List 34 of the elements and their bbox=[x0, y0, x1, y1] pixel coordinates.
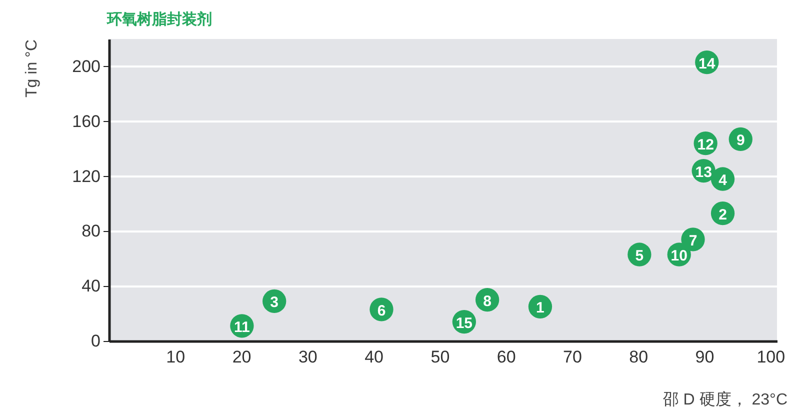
annotation: 15 bbox=[456, 314, 473, 332]
annotation: 14 bbox=[698, 55, 716, 72]
chart-title: 环氧树脂封装剂 bbox=[106, 10, 212, 28]
x-tick-label: 50 bbox=[430, 348, 450, 366]
y-tick-label: 0 bbox=[91, 332, 100, 350]
annotation: 8 bbox=[483, 292, 492, 310]
annotation: 1 bbox=[536, 300, 544, 317]
annotation: 2 bbox=[718, 206, 727, 224]
x-tick-label: 40 bbox=[364, 348, 384, 366]
y-tick-label: 200 bbox=[72, 56, 100, 76]
y-tick-label: 160 bbox=[72, 112, 100, 131]
annotation: 11 bbox=[234, 318, 250, 336]
x-tick-label: 20 bbox=[232, 348, 252, 366]
y-axis-title: Tg in °C bbox=[24, 40, 40, 98]
x-axis-title: 邵 D 硬度， 23°C bbox=[662, 390, 788, 408]
x-tick-label: 70 bbox=[563, 348, 582, 366]
x-tick-label: 30 bbox=[298, 348, 318, 366]
annotation: 6 bbox=[377, 302, 386, 320]
annotation: 3 bbox=[270, 294, 279, 312]
annotation: 12 bbox=[697, 136, 714, 154]
x-tick-label: 10 bbox=[166, 348, 186, 366]
x-tick-label: 60 bbox=[496, 348, 516, 366]
annotation: 7 bbox=[688, 232, 698, 250]
x-tick-label: 80 bbox=[629, 348, 648, 366]
annotation: 5 bbox=[635, 248, 644, 265]
x-tick-label: 100 bbox=[756, 348, 786, 366]
y-tick-label: 120 bbox=[72, 166, 100, 186]
annotation: 10 bbox=[670, 248, 688, 265]
annotation: 9 bbox=[736, 132, 745, 150]
annotation: 4 bbox=[718, 172, 728, 190]
annotation: 13 bbox=[695, 164, 712, 181]
y-tick-label: 80 bbox=[82, 222, 100, 241]
y-tick-label: 40 bbox=[82, 276, 100, 296]
x-tick-label: 90 bbox=[695, 348, 714, 366]
